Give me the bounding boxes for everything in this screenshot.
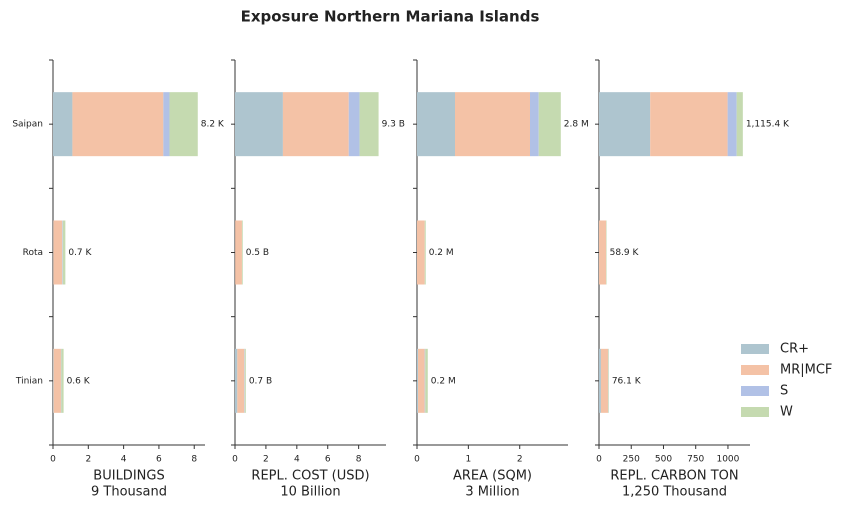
bar-segment (348, 92, 360, 157)
total-label: 76.1 K (612, 376, 642, 386)
x-tick-label: 6 (325, 455, 331, 465)
bar-segment (72, 92, 164, 157)
legend-label: MR|MCF (780, 363, 832, 378)
y-tick-label: Rota (23, 248, 43, 258)
bar-segment (424, 220, 426, 285)
bar-segment (235, 348, 238, 413)
bar-segment (62, 220, 63, 285)
x-tick-label: 6 (156, 455, 162, 465)
legend-swatch (741, 344, 769, 354)
bar-segment (727, 92, 737, 157)
bar-segment (417, 220, 425, 285)
bar-segment (235, 92, 283, 157)
x-tick-label: 0 (414, 455, 420, 465)
x-tick-label: 2 (517, 455, 523, 465)
bar-segment (455, 92, 530, 157)
x-tick-label: 4 (121, 455, 127, 465)
bar-segment (241, 220, 243, 285)
total-label: 0.2 M (429, 248, 454, 258)
x-tick-label: 2 (85, 455, 91, 465)
x-axis-label: REPL. COST (USD) (251, 469, 369, 484)
total-label: 0.5 B (246, 248, 269, 258)
bar-segment (163, 92, 170, 157)
total-label: 0.2 M (431, 376, 456, 386)
chart-title: Exposure Northern Mariana Islands (241, 8, 540, 26)
x-axis-unit: 10 Billion (280, 485, 340, 500)
legend-swatch (741, 407, 769, 417)
bar-segment (244, 348, 246, 413)
x-tick-label: 0 (50, 455, 56, 465)
y-tick-label: Saipan (12, 120, 43, 130)
bar-segment (282, 92, 349, 157)
x-tick-label: 250 (623, 455, 640, 465)
bar-segment (424, 348, 426, 413)
bar-segment (599, 220, 607, 285)
bar-segment (418, 348, 425, 413)
x-axis-unit: 1,250 Thousand (622, 485, 727, 500)
x-axis-label: REPL. CARBON TON (610, 469, 738, 484)
bar-segment (53, 92, 73, 157)
bar-segment (599, 92, 651, 157)
bar-segment (529, 92, 539, 157)
x-tick-label: 8 (356, 455, 362, 465)
bar-segment (425, 348, 428, 413)
bar-segment (359, 92, 379, 157)
bar-segment (237, 348, 245, 413)
total-label: 9.3 B (382, 120, 405, 130)
x-tick-label: 2 (263, 455, 269, 465)
legend-label: W (780, 405, 793, 420)
legend-swatch (741, 386, 769, 396)
bar-segment (417, 348, 419, 413)
total-label: 8.2 K (201, 120, 225, 130)
bar-segment (538, 92, 561, 157)
bar-segment (608, 348, 609, 413)
x-tick-label: 500 (655, 455, 672, 465)
legend-swatch (741, 365, 769, 375)
bar-segment (736, 92, 743, 157)
bar-segment (235, 220, 242, 285)
total-label: 0.6 K (67, 376, 91, 386)
x-tick-label: 1000 (716, 455, 739, 465)
bar-segment (650, 92, 728, 157)
legend-label: CR+ (780, 342, 809, 357)
bar-segment (53, 348, 54, 413)
x-axis-label: AREA (SQM) (453, 469, 532, 484)
x-tick-label: 750 (687, 455, 704, 465)
total-label: 0.7 K (68, 248, 92, 258)
bar-segment (600, 348, 609, 413)
bar-segment (61, 348, 64, 413)
y-tick-label: Tinian (15, 376, 43, 386)
x-tick-label: 4 (294, 455, 300, 465)
x-tick-label: 0 (232, 455, 238, 465)
x-axis-unit: 3 Million (465, 485, 519, 500)
x-axis-unit: 9 Thousand (91, 485, 167, 500)
total-label: 58.9 K (610, 248, 640, 258)
x-tick-label: 8 (191, 455, 197, 465)
x-tick-label: 0 (596, 455, 602, 465)
bar-segment (53, 348, 61, 413)
total-label: 1,115.4 K (746, 120, 790, 130)
x-axis-label: BUILDINGS (93, 469, 164, 484)
bar-segment (169, 92, 198, 157)
bar-segment (606, 220, 607, 285)
x-tick-label: 1 (465, 455, 471, 465)
bar-segment (599, 348, 601, 413)
total-label: 2.8 M (564, 120, 589, 130)
bar-segment (53, 220, 63, 285)
legend-label: S (780, 384, 788, 399)
bar-segment (62, 220, 66, 285)
bar-segment (417, 92, 456, 157)
total-label: 0.7 B (249, 376, 272, 386)
